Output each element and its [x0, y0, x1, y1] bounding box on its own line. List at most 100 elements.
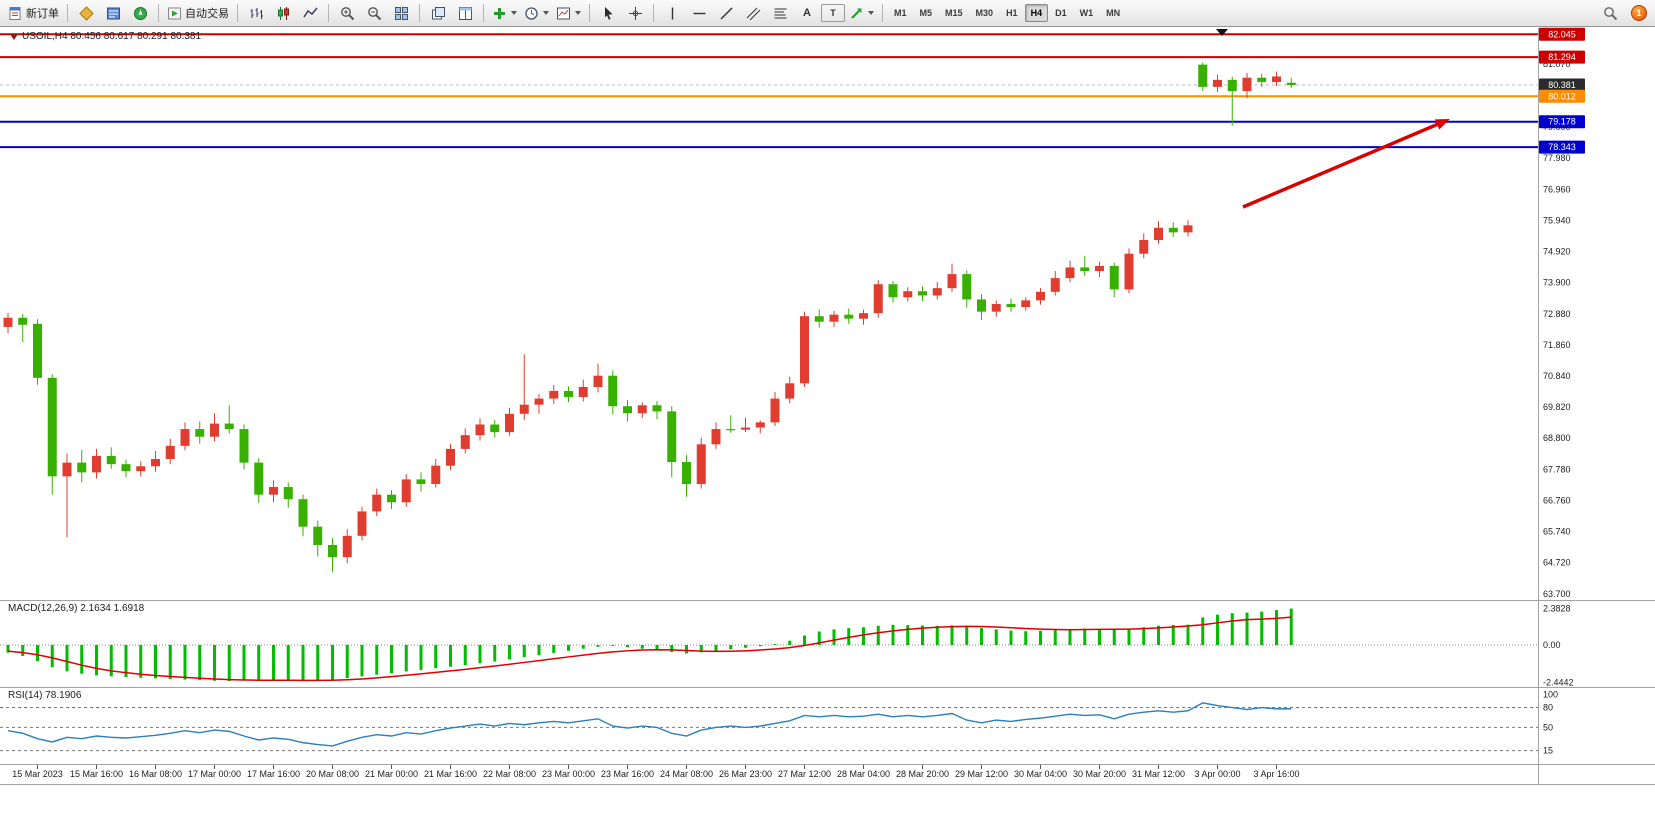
- svg-text:15 Mar 16:00: 15 Mar 16:00: [70, 769, 123, 779]
- svg-text:69.820: 69.820: [1543, 402, 1571, 412]
- toolbar-separator: [328, 4, 329, 22]
- candlestick-chart-icon: [276, 6, 291, 21]
- svg-text:78.343: 78.343: [1548, 142, 1576, 152]
- horizontal-line-icon: [692, 6, 707, 21]
- cascade-windows-icon: [431, 6, 446, 21]
- trendline-button[interactable]: [713, 2, 739, 24]
- macd-indicator-label: MACD(12,26,9) 2.1634 1.6918: [8, 603, 144, 614]
- autotrade-button[interactable]: 自动交易: [164, 2, 232, 24]
- timeframe-h4-button[interactable]: H4: [1024, 4, 1049, 22]
- add-indicator-icon: [492, 6, 507, 21]
- period-dropdown-button[interactable]: [521, 2, 552, 24]
- time-axis: 15 Mar 2023 15 Mar 16:00 16 Mar 08:00 17 Ma…: [12, 765, 1300, 779]
- chevron-down-icon: [868, 11, 874, 15]
- label-button[interactable]: T: [821, 4, 845, 22]
- svg-text:23 Mar 00:00: 23 Mar 00:00: [542, 769, 595, 779]
- timeframe-mn-button[interactable]: MN: [1106, 8, 1121, 18]
- zoom-out-button[interactable]: [361, 2, 387, 24]
- svg-text:28 Mar 20:00: 28 Mar 20:00: [896, 769, 949, 779]
- navigator-button[interactable]: [127, 2, 153, 24]
- svg-text:-2.4442: -2.4442: [1543, 677, 1574, 687]
- svg-text:100: 100: [1543, 689, 1558, 699]
- svg-text:80: 80: [1543, 703, 1553, 713]
- toolbar-separator: [589, 4, 590, 22]
- fibonacci-button[interactable]: [767, 2, 793, 24]
- bar-chart-icon: [249, 6, 264, 21]
- svg-text:26 Mar 23:00: 26 Mar 23:00: [719, 769, 772, 779]
- toolbar-separator: [653, 4, 654, 22]
- svg-text:71.860: 71.860: [1543, 340, 1571, 350]
- tile-windows-button[interactable]: [388, 2, 414, 24]
- symbol-trend-icon: [10, 33, 18, 40]
- text-button[interactable]: A: [794, 2, 820, 24]
- trend-arrow-annotation: [1242, 119, 1450, 209]
- svg-text:67.780: 67.780: [1543, 464, 1571, 474]
- svg-text:0.00: 0.00: [1543, 640, 1561, 650]
- horizontal-line-button[interactable]: [686, 2, 712, 24]
- search-button[interactable]: [1597, 2, 1623, 24]
- bar-chart-button[interactable]: [243, 2, 269, 24]
- svg-text:79.178: 79.178: [1548, 117, 1576, 127]
- tile-windows-icon: [394, 6, 409, 21]
- line-chart-icon: [302, 6, 318, 21]
- timeframe-m5-button[interactable]: M5: [919, 8, 933, 18]
- timeframe-d1-button[interactable]: D1: [1055, 8, 1067, 18]
- fibonacci-icon: [773, 6, 788, 21]
- macd-label-text: MACD(12,26,9) 2.1634 1.6918: [8, 603, 145, 614]
- timeframe-h1-button[interactable]: H1: [1006, 8, 1018, 18]
- zoom-in-button[interactable]: [334, 2, 360, 24]
- rsi-indicator-label: RSI(14) 78.1906: [8, 690, 81, 701]
- candlestick-chart-button[interactable]: [270, 2, 296, 24]
- line-chart-button[interactable]: [297, 2, 323, 24]
- svg-text:50: 50: [1543, 722, 1553, 732]
- svg-text:22 Mar 08:00: 22 Mar 08:00: [483, 769, 536, 779]
- cursor-icon: [601, 6, 616, 21]
- timeframe-m30-button[interactable]: M30: [975, 8, 994, 18]
- toolbar-separator: [419, 4, 420, 22]
- panel-separators: [0, 28, 1655, 785]
- autotrade-icon: [167, 6, 182, 21]
- cascade-windows-button[interactable]: [425, 2, 451, 24]
- rsi-panel: 100 80 50 15: [0, 689, 1558, 756]
- timeframe-m1-button[interactable]: M1: [894, 8, 907, 18]
- svg-text:80.381: 80.381: [1548, 80, 1576, 90]
- svg-text:29 Mar 12:00: 29 Mar 12:00: [955, 769, 1008, 779]
- svg-text:31 Mar 12:00: 31 Mar 12:00: [1132, 769, 1185, 779]
- svg-text:66.760: 66.760: [1543, 495, 1571, 505]
- arrange-windows-button[interactable]: [452, 2, 478, 24]
- new-order-button[interactable]: 新订单: [5, 2, 62, 24]
- svg-text:74.920: 74.920: [1543, 247, 1571, 257]
- svg-text:21 Mar 00:00: 21 Mar 00:00: [365, 769, 418, 779]
- main-toolbar: 新订单 自动交易: [0, 0, 1655, 27]
- add-indicator-button[interactable]: [489, 2, 520, 24]
- toolbar-separator: [158, 4, 159, 22]
- template-button[interactable]: [553, 2, 584, 24]
- notification-badge[interactable]: 1: [1631, 5, 1647, 21]
- gold-diamond-icon: [78, 5, 94, 21]
- symbol-info: USOIL,H4 80.456 80.617 80.291 80.381: [10, 31, 201, 42]
- timeframe-w1-button[interactable]: W1: [1079, 8, 1094, 18]
- svg-text:17 Mar 16:00: 17 Mar 16:00: [247, 769, 300, 779]
- svg-text:64.720: 64.720: [1543, 558, 1571, 568]
- channel-icon: [746, 6, 761, 21]
- svg-text:20 Mar 08:00: 20 Mar 08:00: [306, 769, 359, 779]
- svg-text:80.012: 80.012: [1548, 91, 1576, 101]
- channel-button[interactable]: [740, 2, 766, 24]
- timeframe-m15-button[interactable]: M15: [945, 8, 963, 18]
- crosshair-button[interactable]: [622, 2, 648, 24]
- vertical-line-button[interactable]: [659, 2, 685, 24]
- data-window-button[interactable]: [100, 2, 126, 24]
- symbols-button[interactable]: [73, 2, 99, 24]
- svg-text:23 Mar 16:00: 23 Mar 16:00: [601, 769, 654, 779]
- macd-panel: 2.3828 0.00 -2.4442: [0, 604, 1574, 687]
- svg-text:3 Apr 16:00: 3 Apr 16:00: [1253, 769, 1299, 779]
- navigator-icon: [133, 6, 148, 21]
- period-marker-icon: [1216, 29, 1228, 36]
- cursor-button[interactable]: [595, 2, 621, 24]
- shapes-button[interactable]: [846, 2, 877, 24]
- svg-text:76.960: 76.960: [1543, 184, 1571, 194]
- svg-text:15: 15: [1543, 746, 1553, 756]
- clock-icon: [524, 6, 539, 21]
